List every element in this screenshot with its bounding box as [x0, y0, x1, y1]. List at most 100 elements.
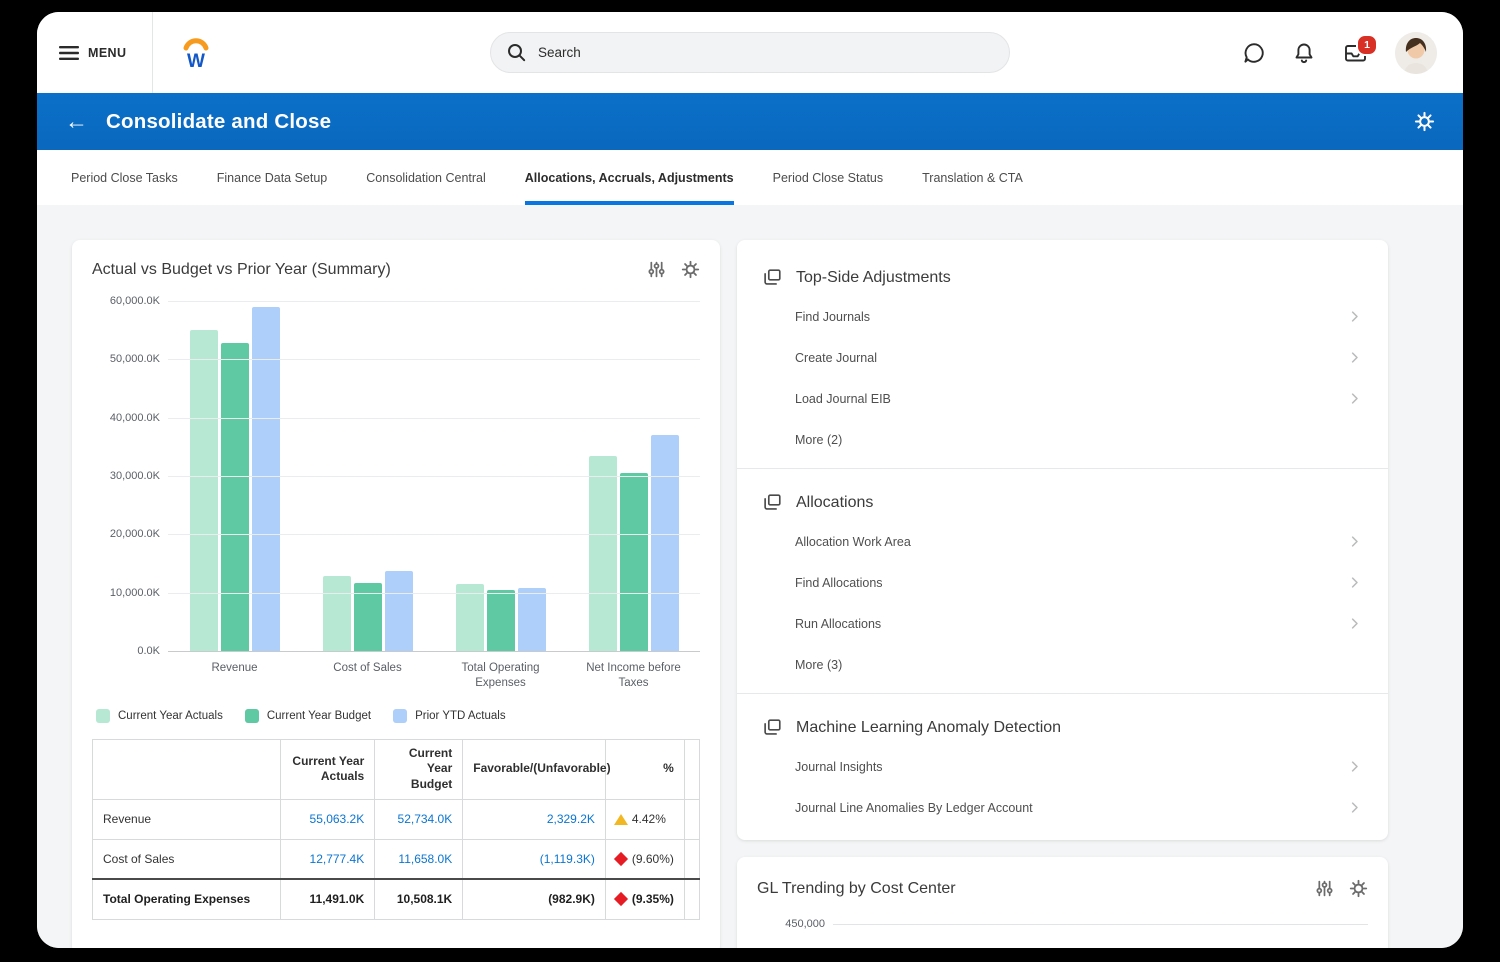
bar-current-year-budget[interactable]	[353, 583, 382, 651]
x-axis-label: Net Income before Taxes	[586, 662, 681, 689]
y-tick-label: 20,000.0K	[109, 528, 160, 541]
search-input[interactable]: Search	[490, 32, 1010, 73]
cell-current-year-budget[interactable]: 52,734.0K	[374, 798, 464, 840]
menu-label: MENU	[88, 45, 127, 60]
y-tick-label: 50,000.0K	[109, 353, 160, 366]
chevron-right-icon	[1347, 309, 1362, 324]
menu-button[interactable]: MENU	[37, 12, 152, 93]
header-gear-icon[interactable]	[1414, 111, 1435, 132]
chevron-right-icon	[1347, 534, 1362, 549]
bar-current-year-budget[interactable]	[619, 472, 648, 651]
cell-current-year-budget: 10,508.1K	[374, 878, 464, 920]
section-title: Machine Learning Anomaly Detection	[796, 719, 1062, 736]
x-axis-label: Revenue	[211, 662, 258, 674]
nav-item-find-journals[interactable]: Find Journals	[761, 296, 1364, 337]
tab-period-close-status[interactable]: Period Close Status	[772, 170, 884, 185]
tab-bar: Period Close Tasks Finance Data Setup Cons…	[37, 150, 1463, 205]
chart-x-axis: Revenue Cost of Sales Total Operating Expe…	[168, 661, 700, 691]
back-arrow-icon[interactable]: ←	[65, 108, 88, 134]
bar-current-year-actuals[interactable]	[588, 456, 617, 651]
chevron-right-icon	[1347, 350, 1362, 365]
chart-legend: Current Year Actuals Current Year Budget P…	[96, 708, 700, 723]
unfavorable-diamond-icon	[613, 892, 628, 907]
cell-current-year-budget[interactable]: 11,658.0K	[374, 838, 464, 880]
cell-current-year-actuals[interactable]: 55,063.2K	[280, 798, 376, 840]
tab-allocations-accruals-adjustments[interactable]: Allocations, Accruals, Adjustments	[524, 150, 734, 205]
cell-favorable-unfavorable[interactable]: (1,119.3K)	[462, 838, 606, 880]
tab-period-close-tasks[interactable]: Period Close Tasks	[71, 170, 178, 185]
section-title: Top-Side Adjustments	[796, 269, 951, 286]
tab-finance-data-setup[interactable]: Finance Data Setup	[216, 170, 328, 185]
search-placeholder: Search	[538, 45, 581, 60]
nav-item-label: Load Journal EIB	[795, 391, 891, 406]
table-row: Revenue 55,063.2K 52,734.0K 2,329.2K 4.42%	[91, 798, 701, 840]
nav-item-more-3-[interactable]: More (3)	[761, 644, 1364, 685]
gl-trending-card: GL Trending by Cost Center 450,000	[737, 857, 1388, 948]
tab-consolidation-central[interactable]: Consolidation Central	[366, 170, 486, 185]
unfavorable-diamond-icon	[613, 851, 628, 866]
section-header: Allocations	[761, 485, 1364, 521]
chat-button[interactable]	[1242, 41, 1266, 65]
nav-item-label: More (3)	[795, 657, 843, 672]
notifications-button[interactable]	[1292, 41, 1316, 65]
chevron-right-icon	[1347, 800, 1362, 815]
cell-current-year-actuals[interactable]: 12,777.4K	[280, 838, 376, 880]
search-icon	[507, 43, 526, 62]
stacked-windows-icon	[761, 267, 783, 289]
workday-logo[interactable]: W	[179, 34, 213, 72]
gridline	[168, 417, 700, 419]
nav-item-load-journal-eib[interactable]: Load Journal EIB	[761, 378, 1364, 419]
chart-y-axis: 0.0K 10,000.0K 20,000.0K 30,000.0K 40,000.0K…	[92, 295, 168, 657]
bar-current-year-actuals[interactable]	[189, 329, 218, 651]
gridline	[168, 534, 700, 536]
section-machine-learning-anomaly-detection: Machine Learning Anomaly Detection Journa…	[737, 693, 1388, 836]
nav-item-find-allocations[interactable]: Find Allocations	[761, 562, 1364, 603]
gridline	[168, 301, 700, 302]
y-tick-label: 10,000.0K	[109, 586, 160, 599]
bar-group	[301, 301, 434, 651]
tab-translation-cta[interactable]: Translation & CTA	[922, 170, 1023, 185]
app-window: MENU W Search	[37, 12, 1463, 948]
legend-item: Current Year Budget	[244, 708, 371, 723]
bar-prior-ytd-actuals[interactable]	[384, 570, 413, 651]
svg-text:W: W	[187, 51, 205, 72]
chevron-right-icon	[1347, 759, 1362, 774]
bar-prior-ytd-actuals[interactable]	[517, 588, 546, 651]
bar-current-year-actuals[interactable]	[455, 583, 484, 651]
main-content: Actual vs Budget vs Prior Year (Summary)…	[37, 205, 1463, 948]
chevron-right-icon	[1347, 616, 1362, 631]
cell-favorable-unfavorable[interactable]: 2,329.2K	[462, 798, 606, 840]
percent-value: (9.35%)	[631, 892, 674, 907]
bar-current-year-budget[interactable]	[220, 343, 249, 651]
bar-prior-ytd-actuals[interactable]	[650, 434, 679, 651]
legend-label: Current Year Actuals	[118, 709, 223, 722]
chart-gear-icon[interactable]	[681, 260, 700, 279]
y-tick-label: 40,000.0K	[109, 411, 160, 424]
table-header-cell: Current Year Actuals	[280, 738, 376, 800]
chat-icon	[1242, 41, 1266, 65]
table-header-cell: Favorable/(Unfavorable)	[462, 738, 611, 800]
bar-current-year-budget[interactable]	[486, 589, 515, 651]
chevron-right-icon	[1347, 391, 1362, 406]
nav-item-label: Run Allocations	[795, 616, 882, 631]
nav-item-journal-line-anomalies-by-ledger-account[interactable]: Journal Line Anomalies By Ledger Account	[761, 787, 1364, 828]
nav-item-allocation-work-area[interactable]: Allocation Work Area	[761, 521, 1364, 562]
avatar[interactable]	[1395, 31, 1437, 74]
nav-item-run-allocations[interactable]: Run Allocations	[761, 603, 1364, 644]
legend-label: Prior YTD Actuals	[415, 709, 506, 722]
gl-card-title: GL Trending by Cost Center	[757, 879, 956, 897]
nav-item-journal-insights[interactable]: Journal Insights	[761, 746, 1364, 787]
nav-item-more-2-[interactable]: More (2)	[761, 419, 1364, 460]
bar-current-year-actuals[interactable]	[322, 576, 351, 651]
inbox-badge: 1	[1356, 33, 1378, 56]
nav-item-create-journal[interactable]: Create Journal	[761, 337, 1364, 378]
legend-item: Prior YTD Actuals	[393, 708, 506, 723]
page-title: Consolidate and Close	[106, 109, 332, 133]
gl-gear-icon[interactable]	[1349, 879, 1368, 898]
inbox-button[interactable]: 1	[1342, 33, 1378, 65]
cell-spacer	[683, 798, 701, 840]
gl-filter-icon[interactable]	[1315, 879, 1334, 898]
x-axis-label: Cost of Sales	[333, 662, 402, 674]
chart-filter-icon[interactable]	[647, 260, 666, 279]
bell-icon	[1292, 41, 1316, 65]
